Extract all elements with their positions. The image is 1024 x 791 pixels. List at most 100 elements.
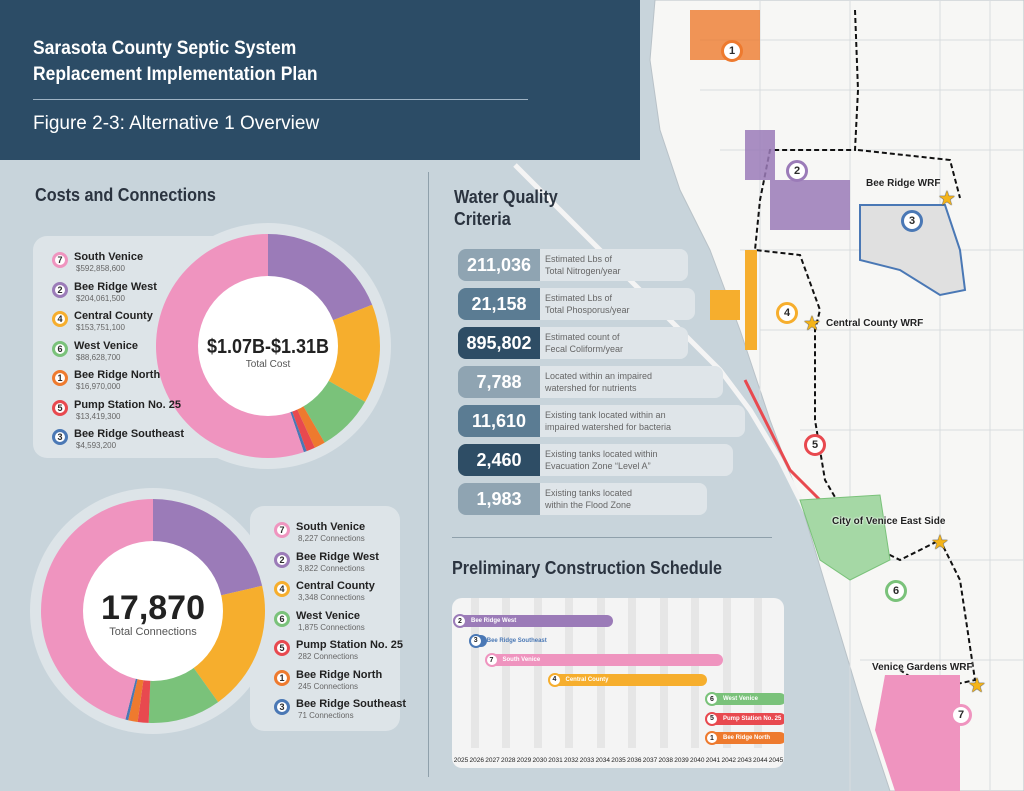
water-quality-item: 2,460 Existing tanks located within Evacua… <box>458 444 733 476</box>
legend-value: $88,628,700 <box>76 352 121 362</box>
legend-value: $13,419,300 <box>76 411 121 421</box>
year-tick-label: 2029 <box>516 757 532 764</box>
header-banner <box>0 0 640 160</box>
area-number-badge: 4 <box>274 581 290 597</box>
area-number-badge: 2 <box>453 614 467 628</box>
area-number-badge: 2 <box>274 551 290 568</box>
criteria-description: Estimated Lbs of Total Phosporus/year <box>540 288 695 320</box>
wrf-star-icon: ★ <box>938 188 956 210</box>
map-area-7-marker: 7 <box>950 704 972 726</box>
pipeline-route <box>753 9 977 692</box>
water-quality-item: 895,802 Estimated count of Fecal Coliform/… <box>458 327 688 359</box>
map-area-6-marker: 6 <box>885 580 907 602</box>
year-tick-label: 2043 <box>737 757 752 764</box>
area-5-pump-station <box>743 379 822 502</box>
legend-value: 3,822 Connections <box>298 563 365 573</box>
cost-legend-item: 3 Bee Ridge Southeast $4,593,200 <box>52 428 184 458</box>
year-tick-label: 2038 <box>658 757 673 764</box>
gantt-bar-label: Central County <box>565 676 609 683</box>
criteria-description: Located within an impaired watershed for … <box>540 366 723 398</box>
year-tick-label: 2041 <box>705 757 721 764</box>
area-number-badge: 2 <box>52 281 68 298</box>
figure-subtitle: Figure 2-3: Alternative 1 Overview <box>33 113 320 134</box>
area-number-badge: 5 <box>705 711 719 726</box>
connections-center: 17,870 Total Connections <box>78 590 228 638</box>
area-4-central <box>710 250 757 350</box>
area-number-badge: 1 <box>705 731 719 745</box>
title-divider <box>33 99 528 100</box>
gantt-bar-bee-ridge-southeast: 3 Bee Ridge Southeast <box>468 633 547 648</box>
connections-legend-item: 2 Bee Ridge West 3,822 Connections <box>274 551 406 581</box>
year-column <box>691 598 700 748</box>
year-tick-label: 2039 <box>674 757 689 764</box>
section-divider <box>452 537 772 538</box>
year-tick-label: 2036 <box>627 757 642 764</box>
wrf-star-icon: ★ <box>968 675 986 697</box>
water-quality-item: 1,983 Existing tanks located within the Fl… <box>458 483 707 515</box>
gantt-bar-label: Bee Ridge North <box>723 735 771 741</box>
bee-ridge-wrf-label: Bee Ridge WRF <box>866 178 941 189</box>
legend-value: $153,751,100 <box>76 323 125 332</box>
central-county-wrf-label: Central County WRF <box>826 318 924 329</box>
total-connections-value: 17,870 <box>101 589 205 627</box>
year-column <box>596 598 605 748</box>
water-quality-item: 7,788 Located within an impaired watershed… <box>458 366 723 398</box>
gantt-bar-south-venice: 7 South Venice <box>484 653 723 667</box>
area-3-bee-ridge-southeast <box>859 204 967 297</box>
area-7-south-venice <box>875 675 960 791</box>
legend-value: 282 Connections <box>298 652 359 661</box>
area-number-badge: 6 <box>705 692 719 706</box>
wrf-star-icon: ★ <box>803 313 821 335</box>
year-column <box>502 598 511 748</box>
legend-value: $204,061,500 <box>76 293 125 303</box>
area-number-badge: 3 <box>52 429 68 445</box>
legend-value: $16,970,000 <box>76 382 121 391</box>
water-quality-item: 11,610 Existing tank located within an imp… <box>458 405 745 437</box>
area-2-bee-ridge-west <box>745 130 850 230</box>
year-tick-label: 2035 <box>611 757 626 764</box>
legend-value: $592,858,600 <box>76 264 125 273</box>
legend-label: Central County <box>296 580 375 592</box>
legend-value: 3,348 Connections <box>298 593 365 602</box>
criteria-description: Estimated Lbs of Total Nitrogen/year <box>540 249 688 281</box>
connections-legend-item: 4 Central County 3,348 Connections <box>274 580 406 610</box>
area-number-badge: 3 <box>468 633 483 648</box>
area-number-badge: 1 <box>274 669 290 686</box>
cost-center: $1.07B-$1.31B Total Cost <box>190 336 346 370</box>
cost-legend-item: 7 South Venice $592,858,600 <box>52 251 184 281</box>
year-tick-label: 2042 <box>721 757 736 764</box>
map-area-5-marker: 5 <box>804 434 826 456</box>
connections-legend: 7 South Venice 8,227 Connections 2 Bee Ridge… <box>274 521 406 728</box>
venice-gardens-wrf-label: Venice Gardens WRF <box>872 662 973 673</box>
year-tick-label: 2040 <box>690 757 705 764</box>
year-column <box>533 598 542 748</box>
area-number-badge: 6 <box>52 340 68 357</box>
year-column <box>470 598 479 748</box>
legend-value: $4,593,200 <box>76 441 117 450</box>
legend-value: 8,227 Connections <box>298 534 365 543</box>
connections-legend-item: 7 South Venice 8,227 Connections <box>274 521 406 551</box>
gantt-bar-label: Bee Ridge West <box>471 618 517 624</box>
legend-label: South Venice <box>296 521 366 533</box>
gantt-bar-bee-ridge-north: 1 Bee Ridge North <box>705 731 784 745</box>
gantt-bar-label: Pump Station No. 25 <box>723 715 782 722</box>
water-quality-heading: Water Quality Criteria <box>454 187 558 229</box>
year-tick-label: 2032 <box>564 757 579 764</box>
legend-label: West Venice <box>74 339 138 352</box>
connections-legend-item: 1 Bee Ridge North 245 Connections <box>274 669 406 699</box>
year-column <box>565 598 574 748</box>
total-connections-label: Total Connections <box>109 626 197 638</box>
criteria-value: 2,460 <box>458 444 540 476</box>
criteria-value: 7,788 <box>458 366 540 398</box>
criteria-value: 895,802 <box>458 327 540 359</box>
year-tick-label: 2025 <box>453 757 469 764</box>
legend-label: Bee Ridge North <box>296 668 383 681</box>
year-column <box>659 598 668 748</box>
page-title: Sarasota County Septic System Replacement… <box>33 38 318 85</box>
road-grid <box>700 0 1024 791</box>
year-tick-label: 2044 <box>753 757 768 764</box>
cost-legend-item: 6 West Venice $88,628,700 <box>52 340 184 370</box>
area-number-badge: 6 <box>274 610 290 627</box>
schedule-heading: Preliminary Construction Schedule <box>452 558 723 578</box>
wrf-star-icon: ★ <box>931 532 949 554</box>
